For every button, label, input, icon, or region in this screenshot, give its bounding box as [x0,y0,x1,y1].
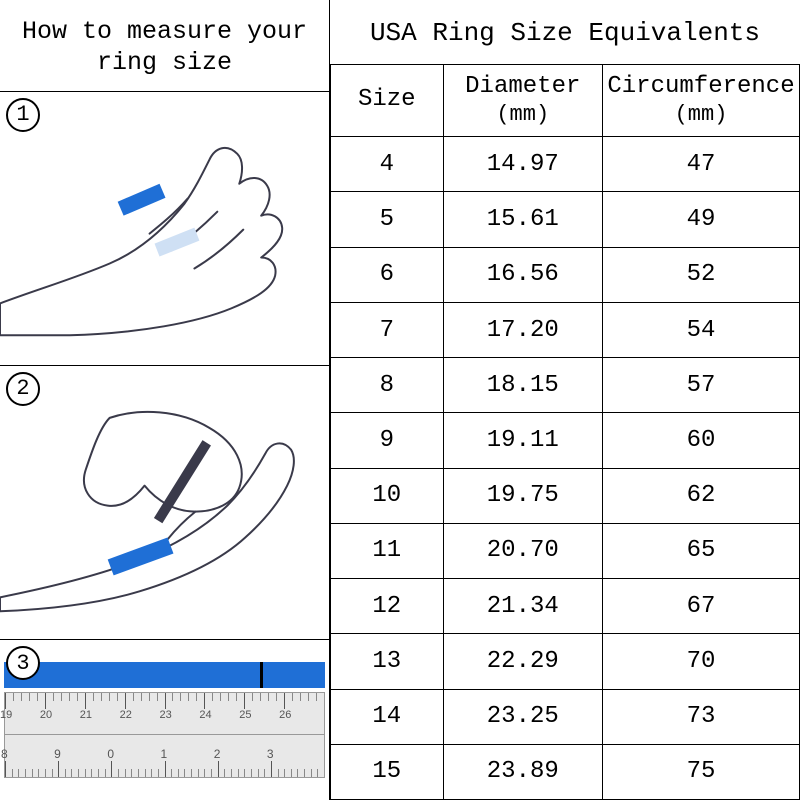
hand-illustration-2 [0,366,329,639]
table-cell: 62 [603,468,800,523]
table-cell: 19.75 [443,468,602,523]
table-row: 515.6149 [331,192,800,247]
table-cell: 52 [603,247,800,302]
size-table: Size Diameter(mm) Circumference(mm) 414.… [330,64,800,800]
table-row: 919.1160 [331,413,800,468]
table-cell: 47 [603,137,800,192]
table-cell: 57 [603,358,800,413]
table-row: 717.2054 [331,302,800,357]
table-cell: 15 [331,744,444,799]
table-cell: 18.15 [443,358,602,413]
step-3: 3 1920212223242526 890123 [0,640,329,800]
table-row: 1322.2970 [331,634,800,689]
table-cell: 10 [331,468,444,523]
step-number-3: 3 [6,646,40,680]
table-cell: 22.29 [443,634,602,689]
hand-illustration-1 [0,92,329,365]
col-size: Size [331,65,444,137]
measure-title: How to measure yourring size [0,0,329,92]
table-row: 1523.8975 [331,744,800,799]
table-cell: 23.89 [443,744,602,799]
table-cell: 14 [331,689,444,744]
table-cell: 5 [331,192,444,247]
table-row: 1423.2573 [331,689,800,744]
table-title: USA Ring Size Equivalents [330,0,800,64]
table-row: 1120.7065 [331,523,800,578]
measured-strip-icon [4,662,325,688]
table-cell: 67 [603,579,800,634]
table-row: 414.9747 [331,137,800,192]
right-column: USA Ring Size Equivalents Size Diameter(… [330,0,800,800]
table-cell: 70 [603,634,800,689]
table-row: 1221.3467 [331,579,800,634]
table-cell: 19.11 [443,413,602,468]
table-cell: 12 [331,579,444,634]
table-cell: 15.61 [443,192,602,247]
table-cell: 14.97 [443,137,602,192]
table-cell: 54 [603,302,800,357]
table-cell: 7 [331,302,444,357]
table-cell: 60 [603,413,800,468]
table-cell: 65 [603,523,800,578]
table-header-row: Size Diameter(mm) Circumference(mm) [331,65,800,137]
table-cell: 16.56 [443,247,602,302]
col-diameter: Diameter(mm) [443,65,602,137]
table-row: 616.5652 [331,247,800,302]
table-row: 1019.7562 [331,468,800,523]
table-cell: 9 [331,413,444,468]
table-cell: 17.20 [443,302,602,357]
ruler-icon: 1920212223242526 890123 [4,692,325,778]
table-cell: 49 [603,192,800,247]
left-column: How to measure yourring size 1 2 [0,0,330,800]
table-cell: 6 [331,247,444,302]
step-number-1: 1 [6,98,40,132]
table-cell: 21.34 [443,579,602,634]
table-cell: 8 [331,358,444,413]
table-cell: 73 [603,689,800,744]
table-cell: 4 [331,137,444,192]
table-cell: 75 [603,744,800,799]
table-cell: 13 [331,634,444,689]
table-cell: 23.25 [443,689,602,744]
table-cell: 11 [331,523,444,578]
col-circumference: Circumference(mm) [603,65,800,137]
table-row: 818.1557 [331,358,800,413]
step-2: 2 [0,366,329,640]
step-number-2: 2 [6,372,40,406]
step-1: 1 [0,92,329,366]
table-cell: 20.70 [443,523,602,578]
